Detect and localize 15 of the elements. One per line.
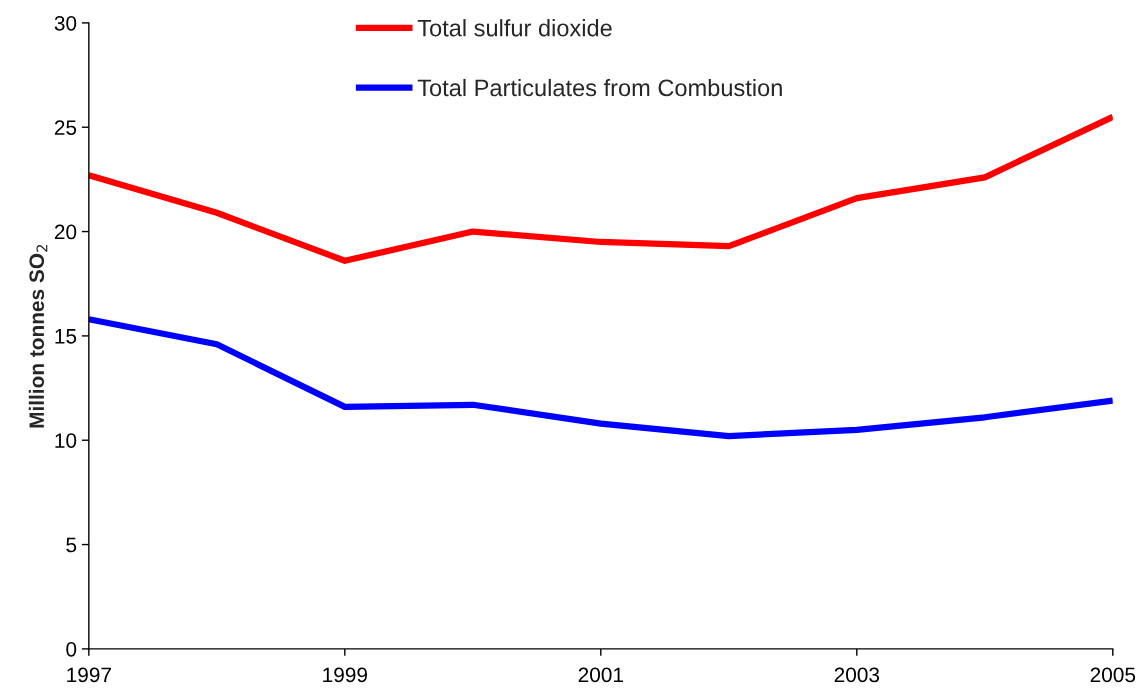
legend-label: Total Particulates from Combustion <box>417 78 782 97</box>
x-tick-label: 2003 <box>834 667 880 683</box>
y-tick-label: 15 <box>55 329 77 344</box>
x-tick-label: 1999 <box>323 667 368 683</box>
y-tick-label: 30 <box>54 15 77 31</box>
y-tick-label: 25 <box>54 120 77 135</box>
y-tick-label: 0 <box>66 641 77 657</box>
y-tick-label: 20 <box>54 224 77 240</box>
y-tick-label: 10 <box>55 433 77 448</box>
x-tick-label: 2001 <box>578 667 623 683</box>
x-tick-label: 1997 <box>67 667 111 683</box>
legend-label: Total sulfur dioxide <box>417 19 612 37</box>
y-tick-label: 5 <box>66 537 77 553</box>
x-tick-label: 2005 <box>1090 667 1136 683</box>
y-axis-title: Million tonnes SO$_{2}$ <box>28 244 48 428</box>
